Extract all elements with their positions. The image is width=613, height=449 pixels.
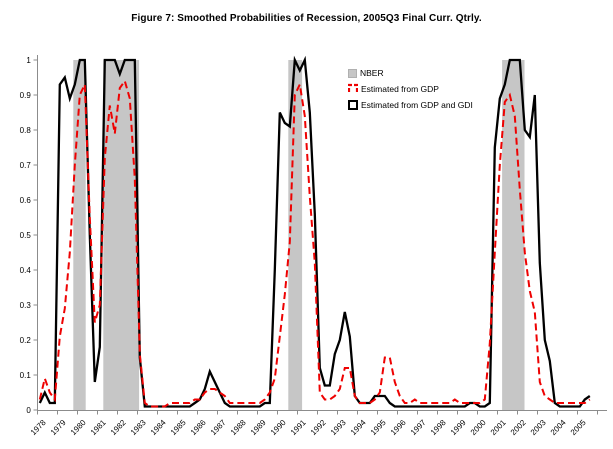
x-tick-label: 1978 bbox=[29, 418, 48, 437]
x-tick-label: 1985 bbox=[169, 418, 188, 437]
y-tick-label: 0.2 bbox=[20, 336, 32, 345]
x-tick-label: 1984 bbox=[149, 418, 168, 437]
nber-recession-band bbox=[502, 60, 525, 410]
chart-title: Figure 7: Smoothed Probabilities of Rece… bbox=[131, 13, 482, 24]
nber-band-swatch-icon bbox=[348, 68, 357, 78]
x-tick-label: 1998 bbox=[429, 418, 448, 437]
legend-label-gdp: Estimated from GDP bbox=[361, 84, 439, 94]
x-tick-label: 2001 bbox=[489, 418, 508, 437]
x-tick-label: 1997 bbox=[409, 418, 428, 437]
y-tick-label: 0.6 bbox=[20, 196, 32, 205]
gdp-gdi-series-line bbox=[38, 55, 591, 408]
legend-label-gdp-gdi: Estimated from GDP and GDI bbox=[361, 100, 473, 110]
nber-recession-band bbox=[288, 60, 303, 410]
x-tick-label: 2003 bbox=[529, 418, 548, 437]
y-tick-label: 0.7 bbox=[20, 161, 32, 170]
gdp-dashed-line-swatch-icon bbox=[347, 80, 359, 98]
legend-entry-gdp-gdi: Estimated from GDP and GDI bbox=[348, 97, 473, 113]
x-tick-label: 1987 bbox=[209, 418, 228, 437]
x-tick-label: 1982 bbox=[109, 418, 128, 437]
y-tick-label: 0.3 bbox=[20, 301, 32, 310]
y-tick-label: 0.8 bbox=[20, 126, 32, 135]
y-tick-label: 0.5 bbox=[20, 231, 32, 240]
y-tick-label: 0.1 bbox=[20, 371, 32, 380]
nber-recession-band bbox=[103, 60, 140, 410]
x-tick-label: 2002 bbox=[509, 418, 528, 437]
x-tick-label: 1993 bbox=[329, 418, 348, 437]
x-tick-label: 1989 bbox=[249, 418, 268, 437]
x-tick-label: 1992 bbox=[309, 418, 328, 437]
y-tick-label: 0.4 bbox=[20, 266, 32, 275]
x-tick-label: 1981 bbox=[89, 418, 108, 437]
legend-label-nber: NBER bbox=[360, 68, 384, 78]
legend-entry-nber: NBER bbox=[348, 65, 473, 81]
x-tick-label: 1990 bbox=[269, 418, 288, 437]
y-tick-label: 0.9 bbox=[20, 91, 32, 100]
x-tick-label: 1994 bbox=[349, 418, 368, 437]
x-tick-label: 2005 bbox=[569, 418, 588, 437]
x-tick-label: 2004 bbox=[549, 418, 568, 437]
y-tick-label: 0 bbox=[26, 406, 31, 415]
x-tick-label: 1995 bbox=[369, 418, 388, 437]
x-tick-label: 1991 bbox=[289, 418, 308, 437]
x-tick-label: 1996 bbox=[389, 418, 408, 437]
chart-legend: NBER Estimated from GDP Estimated from G… bbox=[347, 65, 473, 113]
gdp-gdi-line-swatch-icon bbox=[348, 100, 358, 110]
x-tick-label: 1983 bbox=[129, 418, 148, 437]
x-tick-label: 1999 bbox=[449, 418, 468, 437]
x-tick-label: 1986 bbox=[189, 418, 208, 437]
x-tick-label: 2000 bbox=[469, 418, 488, 437]
x-tick-label: 1979 bbox=[49, 418, 68, 437]
y-tick-label: 1 bbox=[26, 56, 31, 65]
x-tick-label: 1980 bbox=[69, 418, 88, 437]
gdp-series-line bbox=[38, 78, 591, 408]
x-tick-label: 1988 bbox=[229, 418, 248, 437]
legend-entry-gdp: Estimated from GDP bbox=[347, 80, 473, 98]
